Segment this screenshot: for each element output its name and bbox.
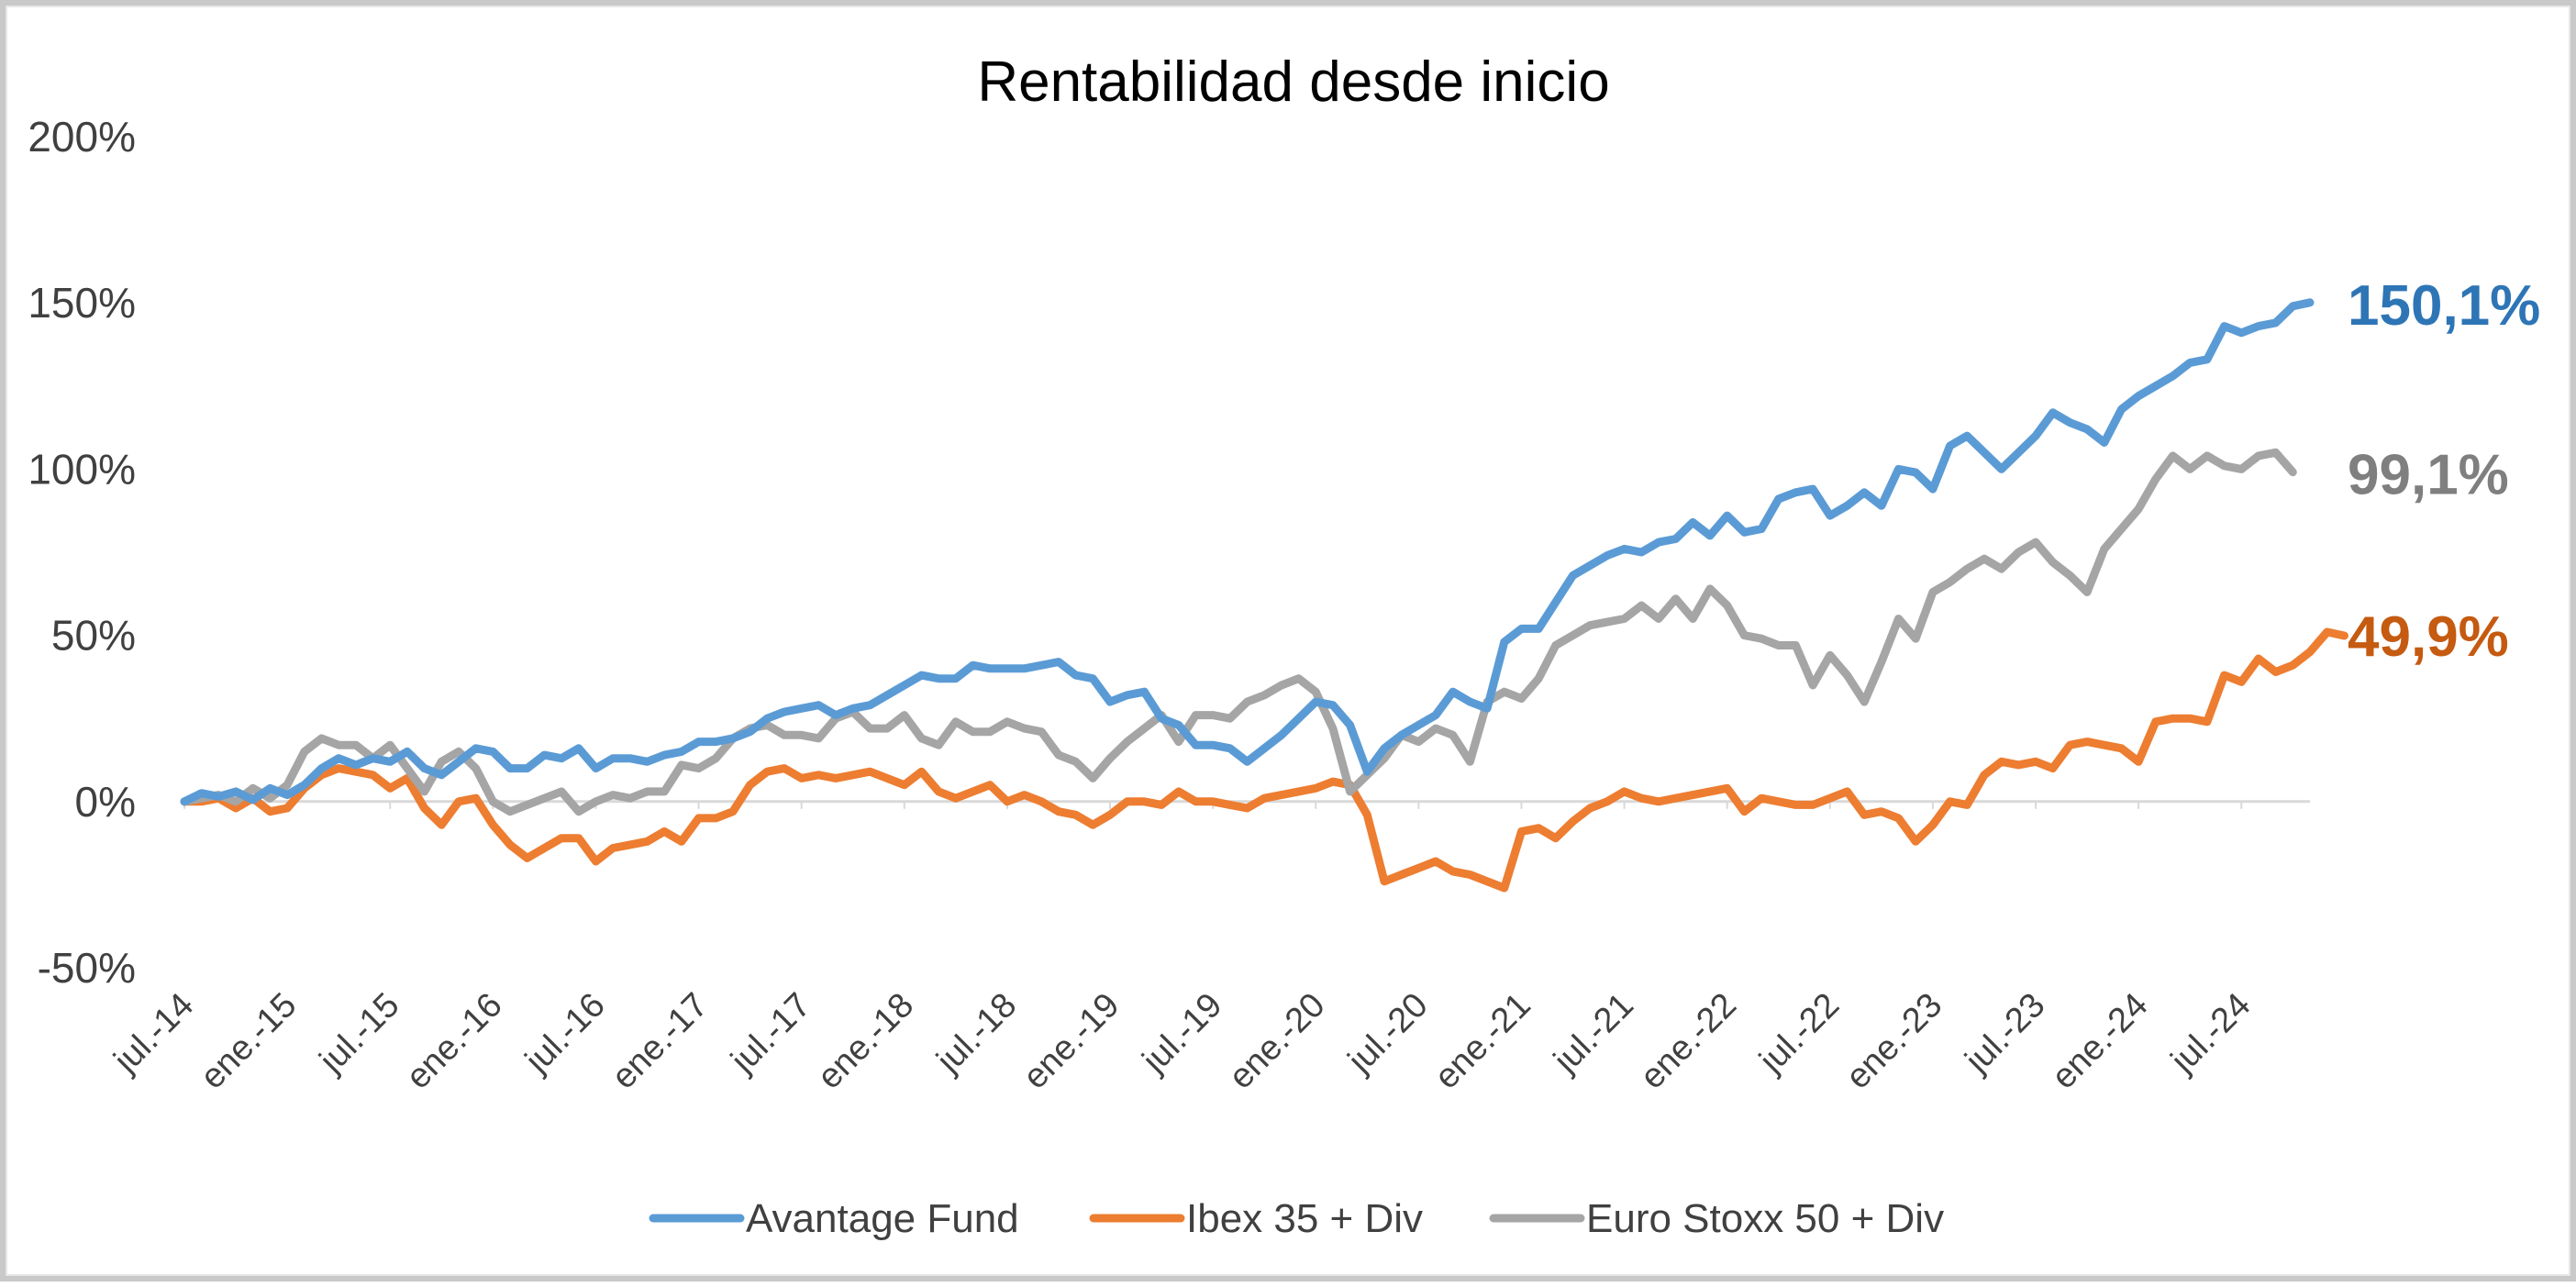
x-tick-label: ene.-23 xyxy=(1838,986,1949,1097)
x-tick-label: jul.-24 xyxy=(2163,986,2259,1082)
x-tick-label: ene.-20 xyxy=(1222,986,1333,1097)
x-tick-label: jul.-14 xyxy=(106,986,202,1082)
x-tick-label: jul.-19 xyxy=(1135,986,1230,1082)
x-tick-label: jul.-22 xyxy=(1752,986,1848,1082)
x-tick-label: ene.-22 xyxy=(1633,986,1744,1097)
x-tick-label: jul.-15 xyxy=(312,986,407,1082)
x-tick-label: ene.-19 xyxy=(1016,986,1127,1097)
x-tick-label: ene.-21 xyxy=(1427,986,1538,1097)
series-line-ibex-35-div xyxy=(180,627,2348,893)
legend-label: Ibex 35 + Div xyxy=(1186,1196,1423,1241)
series-end-labels: 150,1% 49,9% 99,1% xyxy=(2348,274,2540,669)
x-tick-label: jul.-21 xyxy=(1546,986,1641,1082)
line-chart: Rentabilidad desde inicio 200% 150% 100% 50… xyxy=(28,50,2540,1241)
x-tick-label: jul.-20 xyxy=(1340,986,1436,1082)
y-tick-label: 0% xyxy=(75,778,136,826)
x-tick-label: jul.-16 xyxy=(517,986,613,1082)
x-tick-label: jul.-18 xyxy=(929,986,1025,1082)
x-tick-label: ene.-17 xyxy=(605,986,716,1097)
y-tick-label: -50% xyxy=(38,944,136,992)
legend-label: Euro Stoxx 50 + Div xyxy=(1586,1196,1944,1241)
end-label-avantage-fund: 150,1% xyxy=(2348,274,2540,338)
y-tick-label: 200% xyxy=(28,113,136,161)
end-label-ibex-35-div: 49,9% xyxy=(2348,605,2509,669)
x-tick-label: ene.-24 xyxy=(2045,986,2156,1097)
x-tick-label: ene.-15 xyxy=(194,986,305,1097)
series-lines xyxy=(180,298,2348,893)
y-tick-label: 50% xyxy=(51,612,136,660)
chart-title: Rentabilidad desde inicio xyxy=(977,50,1609,114)
y-tick-label: 100% xyxy=(28,445,136,493)
series-line-avantage-fund xyxy=(180,298,2315,806)
y-tick-label: 150% xyxy=(28,279,136,327)
legend: Avantage Fund Ibex 35 + Div Euro Stoxx 50 … xyxy=(649,1196,1944,1241)
legend-label: Avantage Fund xyxy=(746,1196,1019,1241)
series-line-euro-stoxx-50-div xyxy=(180,448,2297,816)
x-tick-label: ene.-18 xyxy=(810,986,921,1097)
x-tick-label: ene.-16 xyxy=(399,986,510,1097)
end-label-euro-stoxx-50-div: 99,1% xyxy=(2348,444,2509,507)
x-tick-label: jul.-17 xyxy=(723,986,818,1082)
x-tick-label: jul.-23 xyxy=(1958,986,2053,1082)
y-axis-tick-labels: 200% 150% 100% 50% 0% -50% xyxy=(28,113,136,992)
